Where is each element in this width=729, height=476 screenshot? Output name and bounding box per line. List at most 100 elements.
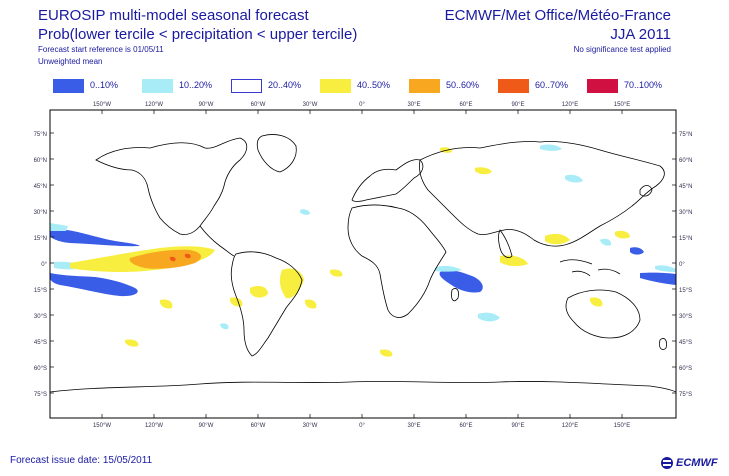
map-frame [49, 109, 677, 419]
lat-label: 30°S [679, 314, 692, 320]
probability-shading [50, 144, 676, 357]
lon-label: 30°W [303, 102, 318, 108]
lat-label: 75°N [679, 132, 692, 138]
lon-label: 60°E [459, 102, 472, 108]
lon-label: 90°W [199, 423, 214, 429]
coastline-maritime-asia [559, 259, 621, 277]
shading-cyan-region [435, 265, 462, 272]
legend-swatch [409, 79, 440, 93]
legend-label: 40..50% [357, 80, 391, 90]
lat-label: 0° [41, 262, 47, 268]
latitude-labels-right: 75°N 60°N 45°N 30°N 15°N 0° 15°S 30°S 45… [679, 132, 692, 398]
lon-label: 60°W [251, 423, 266, 429]
shading-blue-region [50, 273, 138, 297]
shading-yellow-region [545, 233, 570, 245]
lon-label: 120°W [145, 102, 163, 108]
legend-swatch [498, 79, 529, 93]
shading-blue-region [439, 270, 483, 293]
lat-label: 60°S [34, 366, 47, 372]
shading-yellow-region [160, 299, 173, 309]
longitude-labels-top: 150°W 120°W 90°W 60°W 30°W 0° 30°E 60°E … [93, 102, 630, 108]
shading-red-region [169, 256, 176, 262]
shading-cyan-region [220, 323, 229, 330]
lon-label: 60°E [459, 423, 472, 429]
lon-label: 120°W [145, 423, 163, 429]
shading-blue-region [640, 272, 676, 285]
legend-swatch [231, 79, 262, 93]
shading-yellow-region [615, 230, 630, 239]
coastline-africa [347, 204, 447, 318]
legend-label: 10..20% [179, 80, 213, 90]
color-legend: 0..10% 10..20% 20..40% 40..50% 50..60% 6… [53, 79, 673, 93]
lon-label: 90°E [511, 102, 524, 108]
shading-cyan-region [540, 144, 562, 151]
shading-cyan-region [478, 312, 500, 322]
ecmwf-logo-text: ECMWF [676, 457, 718, 469]
shading-yellow-region [475, 167, 492, 175]
lon-label: 150°W [93, 102, 111, 108]
shading-orange-region [129, 249, 202, 269]
lat-label: 30°N [34, 210, 47, 216]
map-title: EUROSIP multi-model seasonal forecast [38, 7, 309, 24]
lat-label: 45°S [679, 340, 692, 346]
lat-label: 15°N [679, 236, 692, 242]
coastline-north-america [95, 137, 248, 235]
latitude-labels-left: 75°N 60°N 45°N 30°N 15°N 0° 15°S 30°S 45… [34, 132, 48, 398]
lat-label: 45°S [34, 340, 47, 346]
season-label: JJA 2011 [610, 26, 671, 43]
coastline-japan [639, 185, 653, 197]
lon-label: 30°E [407, 102, 420, 108]
lat-label: 60°S [679, 366, 692, 372]
shading-yellow-region [590, 297, 603, 307]
lat-label: 15°S [679, 288, 692, 294]
legend-label: 60..70% [535, 80, 569, 90]
longitude-labels-bottom: 150°W 120°W 90°W 60°W 30°W 0° 30°E 60°E … [93, 423, 630, 429]
legend-swatch [587, 79, 618, 93]
lon-label: 90°E [511, 423, 524, 429]
lat-label: 0° [679, 262, 685, 268]
lon-label: 150°E [614, 423, 630, 429]
coastline-europe [351, 159, 424, 202]
lat-label: 15°N [34, 236, 47, 242]
forecast-start-reference: Forecast start reference is 01/05/11 [38, 45, 164, 54]
coastline-south-america [230, 251, 303, 357]
legend-label: 0..10% [90, 80, 119, 90]
lat-label: 60°N [34, 158, 47, 164]
coastline-madagascar [451, 288, 459, 302]
lat-label: 60°N [679, 158, 692, 164]
forecast-issue-date: Forecast issue date: 15/05/2011 [10, 455, 153, 466]
ecmwf-logo-icon [661, 457, 673, 469]
lon-label: 150°W [93, 423, 111, 429]
lon-label: 0° [359, 423, 365, 429]
shading-blue-region [630, 247, 644, 255]
ecmwf-logo: ECMWF [661, 456, 718, 470]
lon-label: 150°E [614, 102, 630, 108]
legend-label: 50..60% [446, 80, 480, 90]
organisations-label: ECMWF/Met Office/Météo-France [444, 7, 671, 24]
coastline-australia [565, 289, 641, 339]
lat-label: 75°N [34, 132, 47, 138]
shading-yellow-region [305, 299, 317, 309]
lon-label: 90°W [199, 102, 214, 108]
shading-yellow-region [330, 269, 343, 277]
shading-cyan-region [50, 223, 68, 231]
shading-yellow-region [250, 286, 268, 298]
shading-yellow-region [230, 297, 243, 307]
lat-label: 30°S [34, 314, 47, 320]
lat-label: 30°N [679, 210, 692, 216]
lat-label: 45°N [34, 184, 47, 190]
shading-yellow-region [380, 349, 393, 357]
shading-blue-region [50, 228, 140, 247]
lat-label: 15°S [34, 288, 47, 294]
shading-yellow-region [500, 255, 528, 267]
significance-note: No significance test applied [573, 45, 671, 54]
lon-label: 120°E [562, 102, 578, 108]
shading-cyan-region [655, 265, 676, 272]
coastline-india [498, 229, 513, 258]
map-subtitle: Prob(lower tercile < precipitation < upp… [38, 26, 358, 43]
legend-label: 20..40% [268, 80, 302, 90]
coastline-new-zealand [659, 338, 667, 350]
coastline-asia [419, 141, 665, 247]
lon-label: 30°E [407, 423, 420, 429]
